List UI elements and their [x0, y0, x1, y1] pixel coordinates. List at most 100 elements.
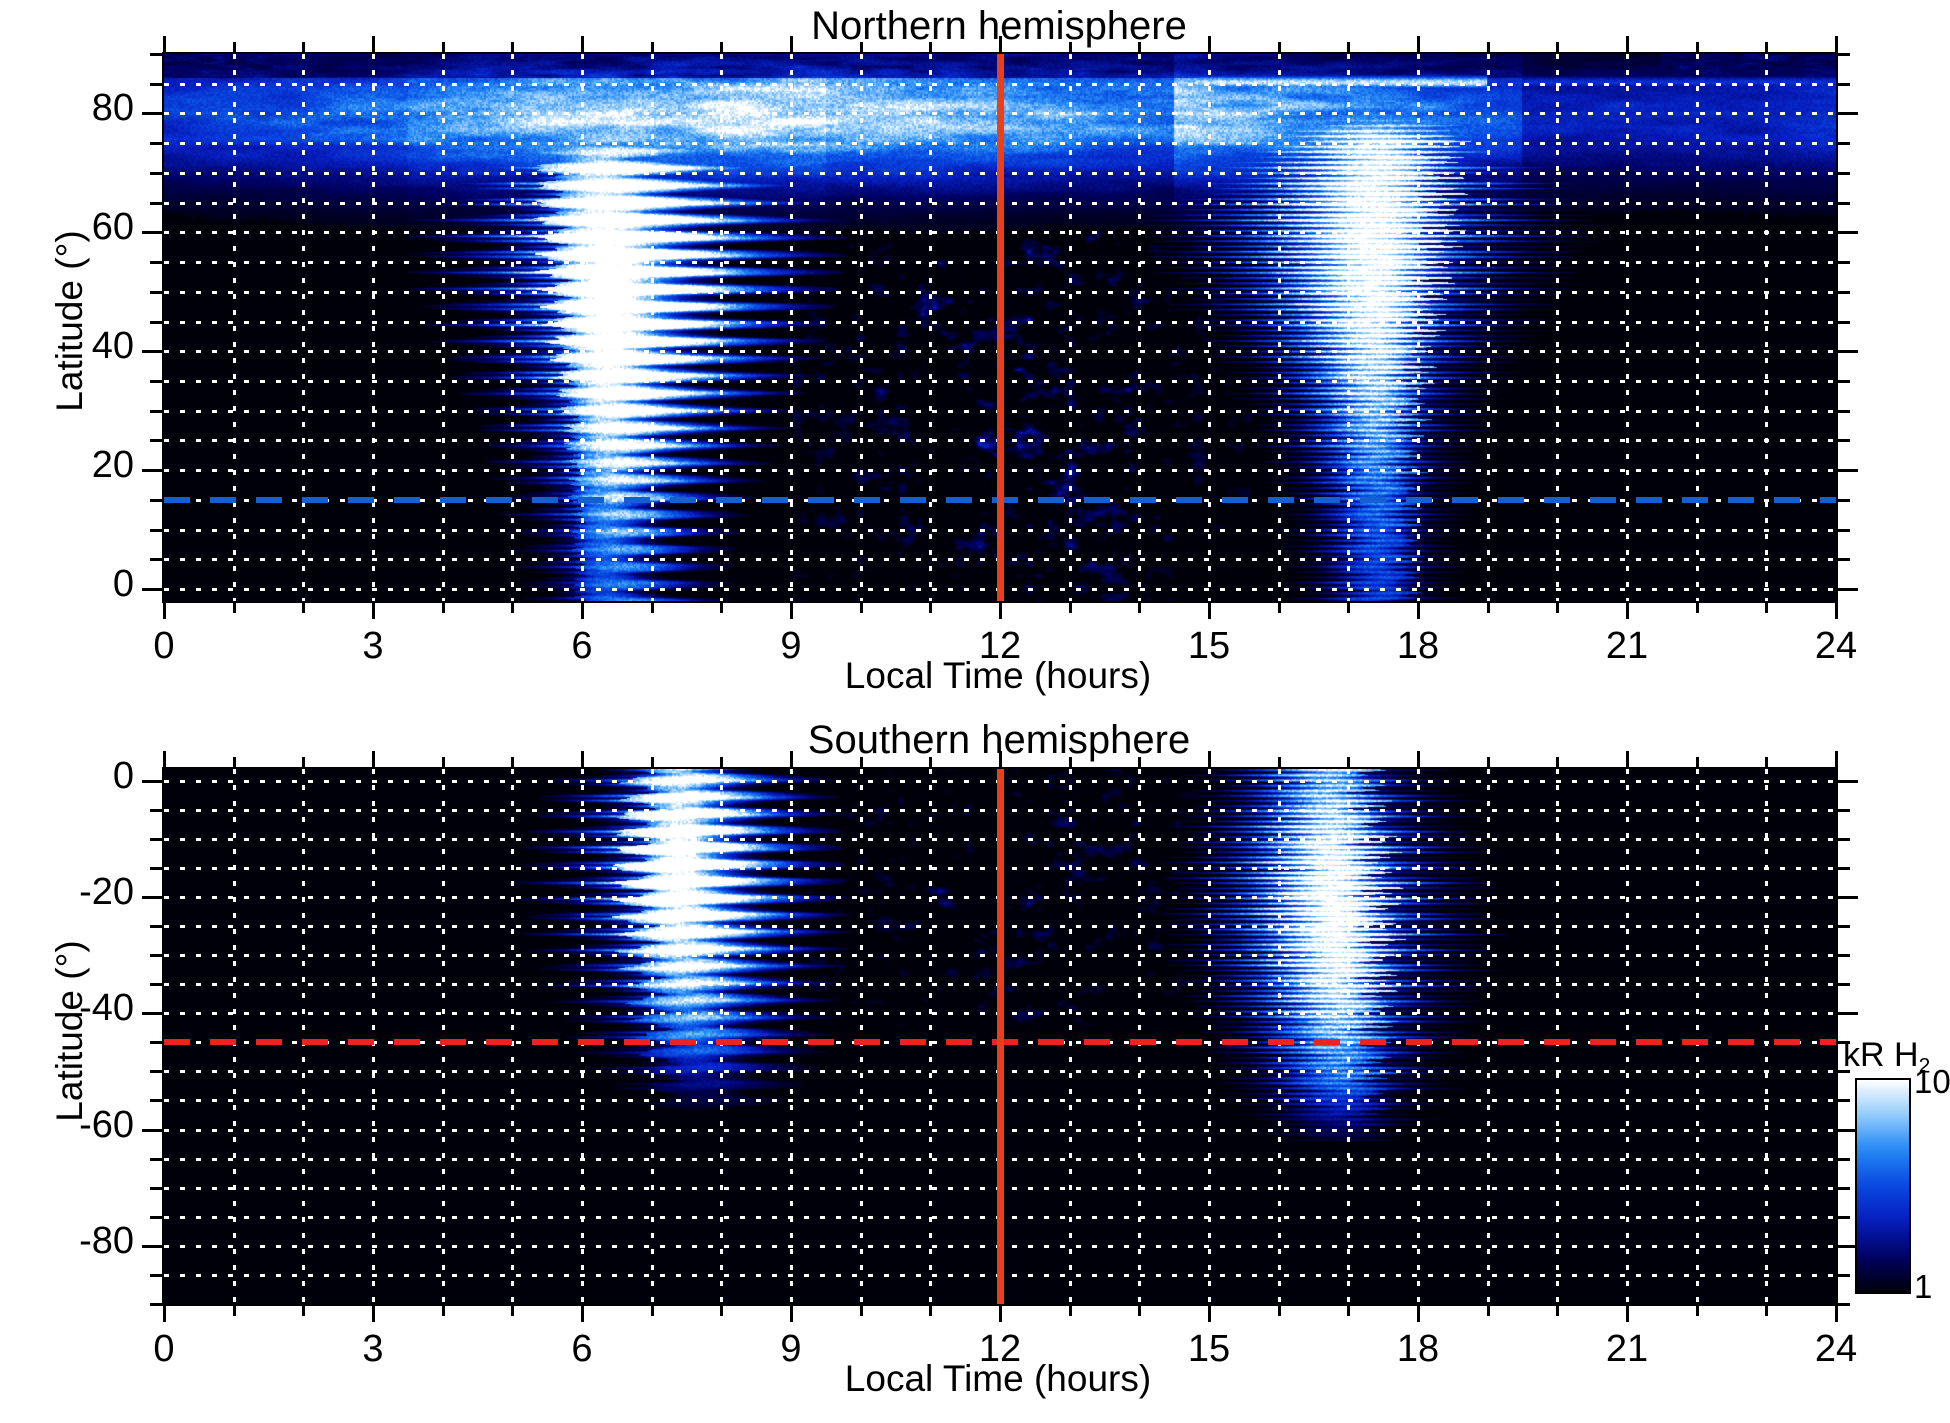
y-axis-tick-label: -20 — [79, 870, 134, 913]
x-axis-minor-tick — [1556, 42, 1560, 52]
x-axis-major-tick — [581, 751, 584, 767]
x-axis-minor-tick — [441, 757, 445, 767]
x-axis-minor-tick — [1695, 1306, 1699, 1316]
colorbar-title-text: kR H — [1843, 1036, 1919, 1074]
x-axis-tick-label: 24 — [1814, 625, 1858, 667]
x-axis-major-tick — [1626, 603, 1629, 619]
y-axis-minor-tick — [1838, 954, 1850, 958]
gridline-vertical — [1765, 54, 1769, 601]
x-axis-major-tick — [163, 751, 166, 767]
y-axis-major-tick — [1838, 895, 1858, 899]
x-axis-tick-label: 18 — [1396, 625, 1440, 667]
x-axis-tick-label: 18 — [1396, 1328, 1440, 1370]
x-axis-major-tick — [790, 36, 793, 52]
x-axis-minor-tick — [859, 757, 863, 767]
gridline-vertical — [372, 769, 375, 1304]
y-axis-minor-tick — [1838, 380, 1850, 383]
x-axis-major-tick — [1208, 751, 1211, 767]
y-axis-major-tick — [1838, 1128, 1858, 1132]
gridline-vertical — [581, 54, 584, 601]
x-axis-major-tick — [581, 1306, 584, 1322]
x-axis-minor-tick — [720, 1306, 724, 1316]
x-axis-minor-tick — [859, 42, 863, 52]
colorbar-title: kR H2 — [1843, 1036, 1930, 1079]
y-axis-minor-tick — [1838, 1273, 1850, 1277]
gridline-vertical — [720, 769, 724, 1304]
y-axis-major-tick — [142, 779, 162, 783]
gridline-vertical — [790, 769, 793, 1304]
y-axis-minor-tick — [1838, 1099, 1850, 1103]
x-axis-major-tick — [790, 1306, 793, 1322]
y-axis-major-tick — [142, 895, 162, 899]
y-axis-minor-tick — [150, 171, 162, 175]
y-axis-minor-tick — [150, 558, 162, 562]
x-axis-minor-tick — [720, 603, 724, 613]
x-axis-minor-tick — [1277, 1306, 1281, 1316]
x-axis-minor-tick — [1347, 42, 1351, 52]
gridline-vertical — [232, 54, 236, 601]
gridline-vertical — [1208, 54, 1211, 601]
y-axis-major-tick — [1838, 588, 1858, 592]
y-axis-minor-tick — [1838, 866, 1850, 870]
x-axis-minor-tick — [650, 42, 654, 52]
y-axis-major-tick — [1838, 231, 1858, 235]
y-axis-minor-tick — [1838, 1070, 1850, 1074]
x-axis-minor-tick — [1695, 603, 1699, 613]
x-axis-major-tick — [1208, 603, 1211, 619]
x-axis-major-tick — [1626, 36, 1629, 52]
x-axis-major-tick — [1208, 1306, 1211, 1322]
y-axis-tick-label: 80 — [91, 87, 134, 130]
x-axis-minor-tick — [511, 1306, 515, 1316]
x-axis-major-tick — [1835, 1306, 1838, 1322]
x-axis-minor-tick — [1068, 603, 1072, 613]
x-axis-minor-tick — [1695, 42, 1699, 52]
y-axis-minor-tick — [150, 1099, 162, 1103]
x-axis-major-tick — [1626, 751, 1629, 767]
y-axis-minor-tick — [1838, 558, 1850, 562]
y-axis-minor-tick — [150, 954, 162, 958]
y-axis-minor-tick — [150, 808, 162, 812]
x-axis-tick-label: 3 — [362, 1328, 384, 1370]
plot-area-northern — [162, 52, 1838, 603]
gridline-vertical — [511, 54, 515, 601]
y-axis-major-tick — [142, 1128, 162, 1132]
x-axis-minor-tick — [1068, 42, 1072, 52]
x-axis-major-tick — [1417, 603, 1420, 619]
y-axis-minor-tick — [150, 53, 162, 56]
gridline-vertical — [1068, 769, 1072, 1304]
x-axis-minor-tick — [1138, 1306, 1142, 1316]
x-axis-minor-tick — [1486, 757, 1490, 767]
x-axis-minor-tick — [720, 757, 724, 767]
x-axis-major-tick — [163, 36, 166, 52]
x-axis-label-southern: Local Time (hours) — [844, 1358, 1152, 1399]
y-axis-minor-tick — [1838, 528, 1850, 532]
x-axis-minor-tick — [1486, 1306, 1490, 1316]
x-axis-minor-tick — [232, 603, 236, 613]
y-axis-minor-tick — [150, 925, 162, 928]
x-axis-minor-tick — [441, 603, 445, 613]
y-axis-minor-tick — [1838, 409, 1850, 413]
y-axis-minor-tick — [150, 82, 162, 86]
x-axis-major-tick — [790, 603, 793, 619]
x-axis-tick-label: 21 — [1605, 1328, 1649, 1370]
gridline-vertical — [1695, 769, 1699, 1304]
x-axis-minor-tick — [929, 42, 933, 52]
x-axis-minor-tick — [1277, 603, 1281, 613]
y-axis-major-tick — [142, 112, 162, 116]
y-axis-major-tick — [142, 1012, 162, 1016]
x-axis-minor-tick — [1068, 757, 1072, 767]
x-axis-minor-tick — [1765, 42, 1769, 52]
gridline-vertical — [302, 769, 306, 1304]
colorbar-max-label: 10 — [1914, 1063, 1950, 1100]
x-axis-minor-tick — [1486, 42, 1490, 52]
x-axis-major-tick — [1417, 36, 1420, 52]
gridline-vertical — [1556, 54, 1560, 601]
y-axis-minor-tick — [150, 1186, 162, 1190]
x-axis-major-tick — [1835, 603, 1838, 619]
y-axis-major-tick — [1838, 112, 1858, 116]
x-axis-minor-tick — [1556, 757, 1560, 767]
gridline-vertical — [1626, 54, 1629, 601]
colorbar — [1855, 1078, 1911, 1294]
gridline-vertical — [1138, 769, 1142, 1304]
y-axis-minor-tick — [1838, 142, 1850, 146]
